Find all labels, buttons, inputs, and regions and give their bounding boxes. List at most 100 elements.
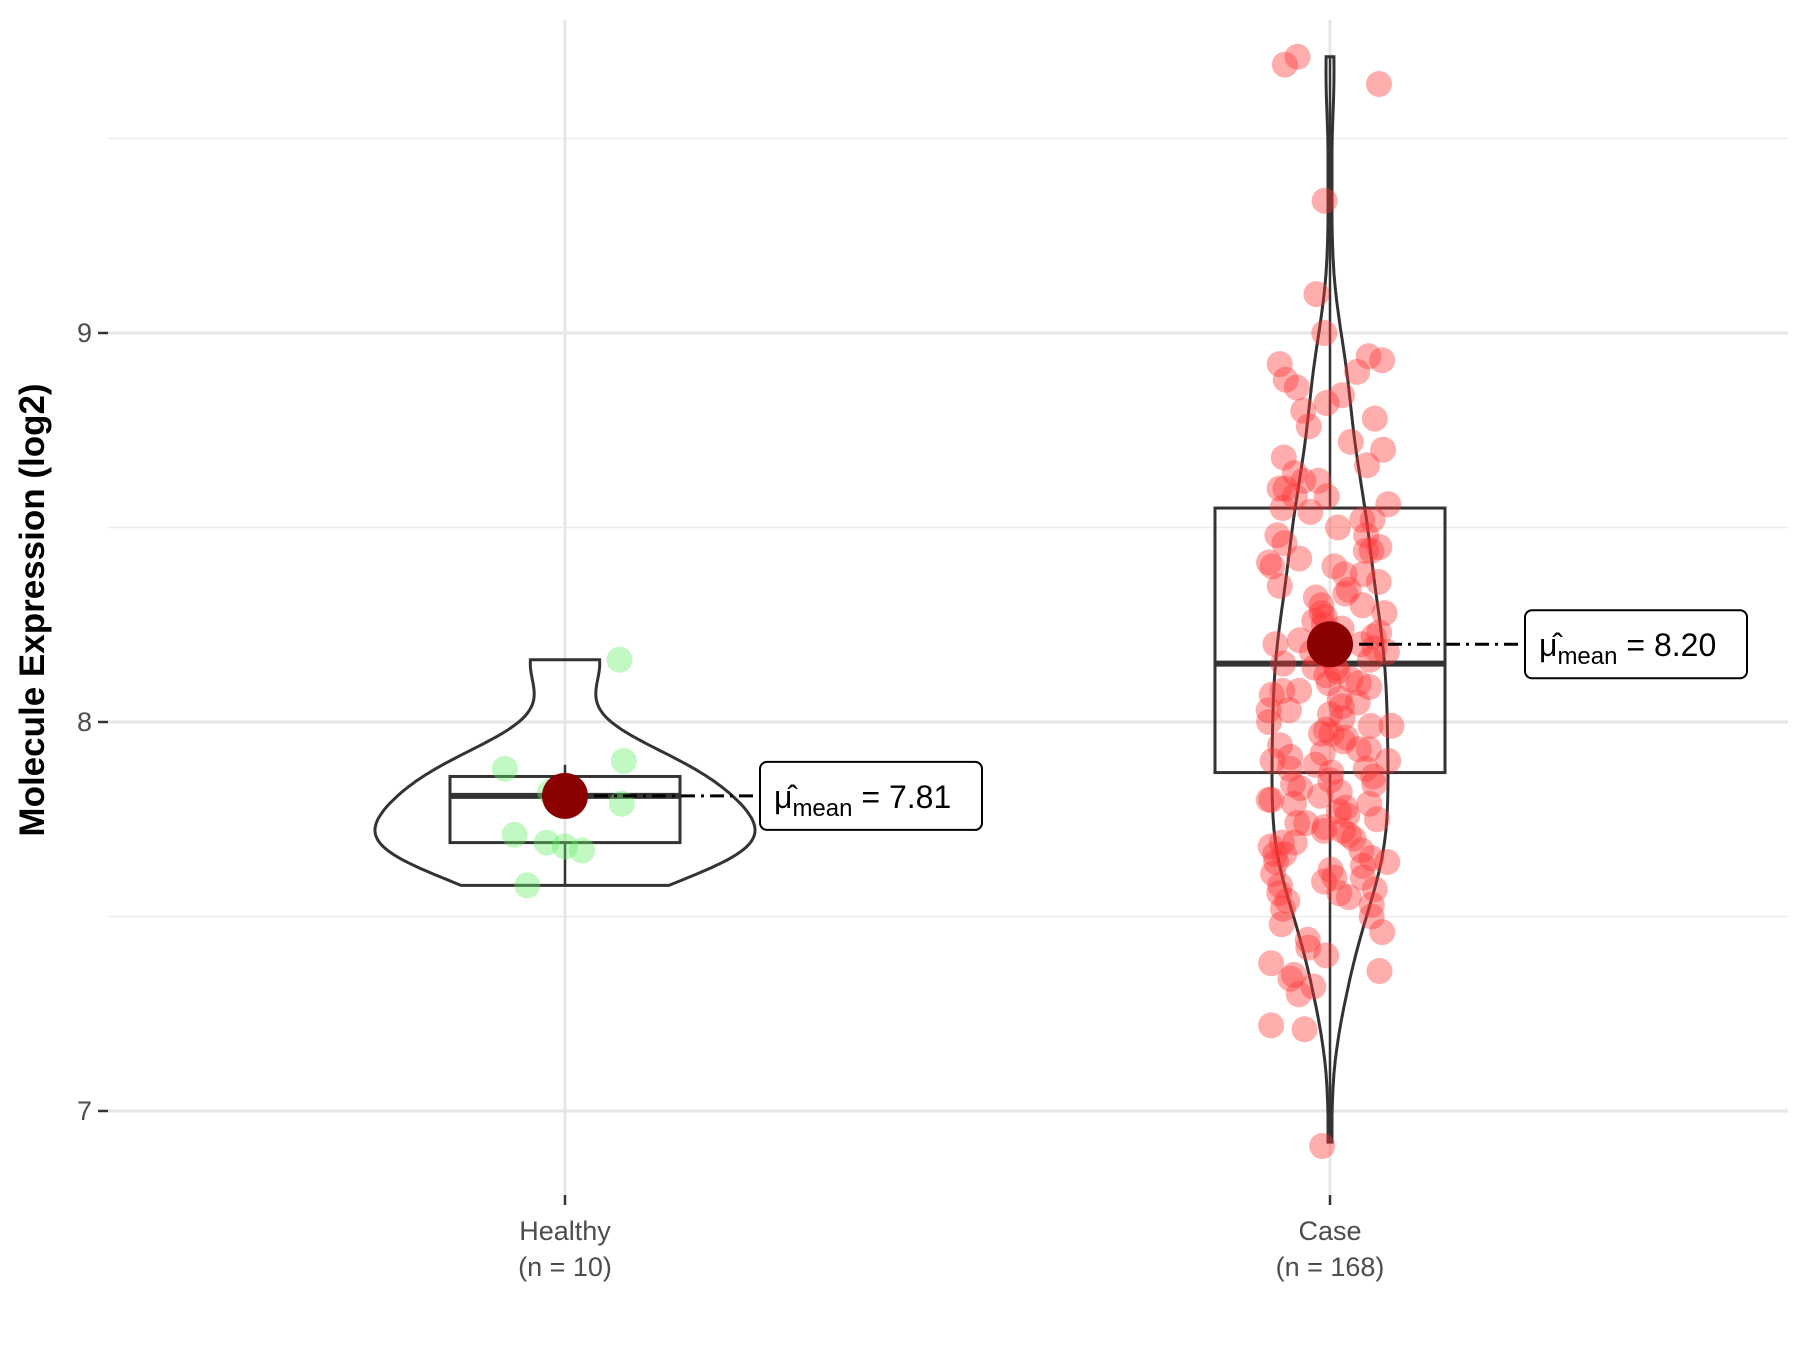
data-point [1286, 677, 1313, 704]
data-point [1266, 880, 1293, 907]
data-point [1374, 849, 1401, 875]
violin-outline [1270, 55, 1390, 1144]
data-point [1371, 600, 1398, 627]
data-point [1284, 810, 1311, 837]
data-point [1364, 806, 1390, 833]
data-point [1349, 864, 1376, 891]
data-point [1311, 817, 1337, 844]
data-point [1325, 798, 1352, 825]
y-tick-label: 8 [77, 707, 92, 737]
data-point [1302, 584, 1329, 611]
data-point [1308, 592, 1335, 619]
data-point [1337, 428, 1364, 455]
group-case: μ̂mean = 8.20 [1213, 43, 1748, 1159]
data-point [1358, 891, 1385, 918]
data-point [1329, 817, 1356, 844]
data-point [1268, 911, 1295, 938]
data-point [1366, 958, 1393, 984]
data-point [1353, 522, 1380, 549]
data-point [514, 872, 541, 899]
mean-label: μ̂mean = 8.20 [1524, 609, 1748, 680]
data-point [1286, 545, 1313, 572]
data-point [1354, 452, 1380, 479]
data-point [1271, 841, 1298, 868]
x-tick-label: Case [1298, 1216, 1361, 1246]
data-point [1332, 794, 1359, 821]
mean-label: μ̂mean = 7.81 [759, 760, 983, 831]
data-point [1295, 934, 1322, 961]
data-point [1328, 693, 1355, 720]
data-point [1264, 522, 1291, 549]
data-point [1315, 670, 1342, 697]
data-point [1266, 572, 1293, 599]
data-point [1270, 650, 1297, 677]
data-point [1281, 460, 1308, 486]
data-point [1263, 849, 1290, 875]
data-point [1267, 872, 1294, 899]
data-point [1331, 561, 1358, 588]
data-point [1256, 549, 1282, 576]
data-point [1285, 981, 1312, 1008]
data-point [1260, 860, 1287, 887]
data-point [1313, 662, 1340, 689]
data-point [1345, 670, 1372, 697]
data-point [1375, 747, 1402, 774]
data-point [491, 755, 518, 782]
data-point [1258, 681, 1285, 708]
data-point [1349, 852, 1376, 879]
data-point [1295, 413, 1322, 440]
data-point [1272, 475, 1299, 502]
data-point [1356, 790, 1383, 817]
data-point [1294, 926, 1321, 953]
data-point [1303, 281, 1330, 308]
data-point [1270, 444, 1297, 471]
data-point [1277, 965, 1304, 992]
data-point [1357, 712, 1384, 739]
x-axis: Healthy (n = 10) Case (n = 168) [518, 1195, 1384, 1282]
data-point [1337, 666, 1364, 693]
groups-layer: μ̂mean = 7.81 μ̂mean = 8.20 [373, 43, 1748, 1159]
data-point [1366, 619, 1393, 646]
data-point [1258, 1012, 1285, 1039]
group-healthy: μ̂mean = 7.81 [373, 646, 983, 899]
data-point [1311, 868, 1337, 895]
data-point [1291, 1016, 1318, 1043]
data-point [1329, 705, 1356, 732]
data-point [1277, 744, 1304, 770]
data-point [1290, 467, 1317, 494]
data-point [1357, 646, 1383, 673]
data-point [533, 829, 560, 856]
data-point [1311, 187, 1338, 214]
data-point [1321, 864, 1348, 891]
mean-value: = 7.81 [852, 779, 951, 815]
data-point [1286, 627, 1313, 654]
data-point [1309, 1133, 1336, 1159]
data-point [1269, 677, 1296, 704]
data-point [1369, 347, 1396, 374]
data-point [1375, 491, 1402, 518]
data-point [1259, 553, 1286, 580]
data-point [1300, 973, 1327, 1000]
data-point [1256, 709, 1283, 735]
data-point [1309, 740, 1336, 767]
box [1213, 506, 1447, 775]
data-point [1274, 887, 1301, 914]
data-point [1348, 837, 1375, 864]
data-point [1258, 786, 1285, 813]
data-point [1349, 592, 1376, 619]
data-point [1290, 397, 1317, 424]
data-point [1270, 895, 1296, 922]
data-point [1312, 716, 1339, 743]
data-point [1344, 689, 1371, 716]
data-point [1281, 483, 1308, 510]
data-point [1268, 829, 1295, 856]
data-point [1340, 825, 1367, 852]
data-point [1317, 701, 1343, 728]
data-point [1349, 561, 1376, 588]
data-point [1361, 876, 1388, 903]
data-point [1317, 856, 1344, 883]
data-point [1259, 747, 1286, 774]
data-point [552, 833, 578, 860]
data-point [1326, 685, 1353, 712]
